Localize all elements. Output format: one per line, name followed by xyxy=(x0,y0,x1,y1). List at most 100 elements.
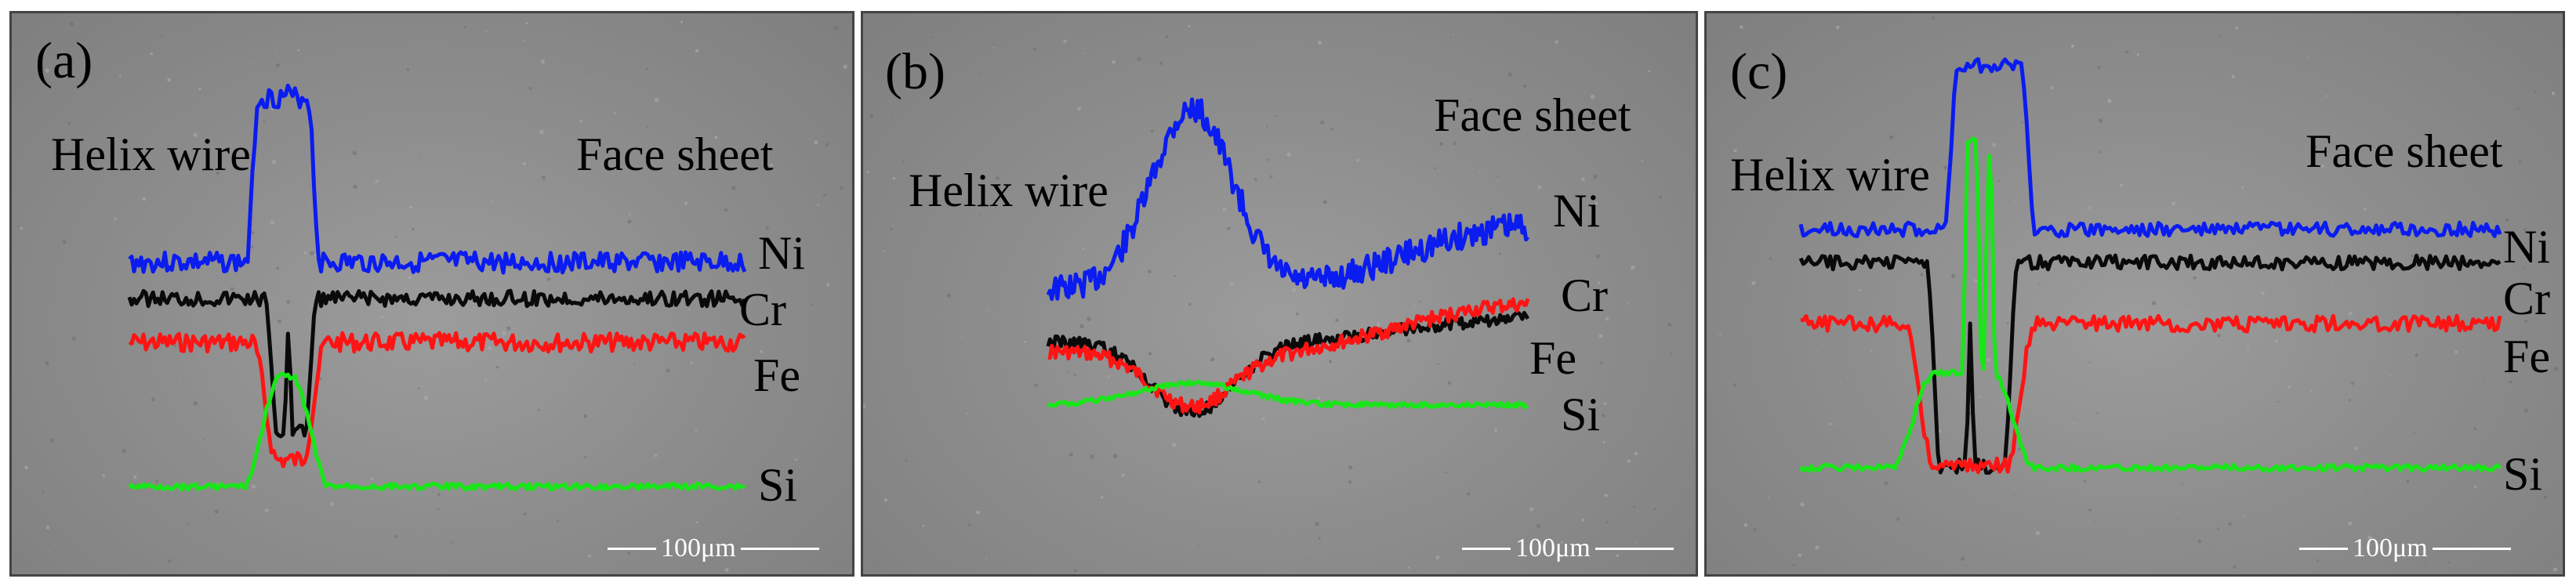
texture-speck xyxy=(2351,382,2355,385)
texture-speck xyxy=(538,408,540,411)
texture-speck xyxy=(777,482,781,487)
texture-speck xyxy=(2554,367,2559,371)
texture-speck xyxy=(1318,537,1321,540)
texture-speck xyxy=(2176,512,2179,514)
texture-speck xyxy=(1839,382,1841,384)
texture-speck xyxy=(1604,494,1608,497)
texture-speck xyxy=(202,438,205,440)
texture-speck xyxy=(654,454,658,458)
texture-speck xyxy=(1317,396,1320,400)
texture-speck xyxy=(1627,459,1631,463)
texture-speck xyxy=(114,217,117,221)
element-label-si: Si xyxy=(758,459,798,511)
texture-speck xyxy=(2014,494,2015,496)
texture-speck xyxy=(275,52,278,54)
texture-speck xyxy=(891,114,893,117)
texture-speck xyxy=(492,199,494,202)
texture-speck xyxy=(1073,569,1077,573)
texture-speck xyxy=(1303,557,1305,559)
texture-speck xyxy=(1602,440,1606,444)
texture-speck xyxy=(1768,497,1770,499)
texture-speck xyxy=(193,401,198,406)
texture-speck xyxy=(1631,265,1635,270)
texture-speck xyxy=(2415,353,2418,357)
texture-speck xyxy=(2124,50,2128,54)
texture-speck xyxy=(542,175,546,180)
texture-speck xyxy=(525,22,528,25)
texture-speck xyxy=(2530,479,2533,483)
texture-speck xyxy=(1597,281,1601,284)
texture-speck xyxy=(1079,324,1084,328)
texture-speck xyxy=(680,190,682,192)
texture-speck xyxy=(627,551,630,555)
texture-speck xyxy=(1888,383,1890,385)
texture-speck xyxy=(1433,167,1436,170)
texture-speck xyxy=(2310,390,2313,392)
texture-speck xyxy=(179,381,181,383)
texture-speck xyxy=(67,121,71,125)
texture-speck xyxy=(621,201,622,204)
texture-speck xyxy=(1258,480,1261,483)
line-scan-plot-a xyxy=(16,17,849,572)
texture-speck xyxy=(1743,523,1748,527)
texture-speck xyxy=(2088,361,2091,364)
texture-speck xyxy=(1648,70,1650,73)
texture-speck xyxy=(1275,115,1278,118)
texture-speck xyxy=(187,523,190,526)
texture-speck xyxy=(892,176,896,180)
texture-speck xyxy=(1800,502,1805,507)
texture-speck xyxy=(1997,179,2001,183)
scale-bar-label: 100μm xyxy=(661,534,736,562)
texture-speck xyxy=(1222,207,1226,212)
texture-speck xyxy=(160,35,162,38)
texture-speck xyxy=(587,71,589,74)
texture-speck xyxy=(2218,34,2221,37)
texture-speck xyxy=(1148,352,1152,356)
cr-trace xyxy=(127,288,747,439)
texture-speck xyxy=(484,378,488,382)
texture-speck xyxy=(45,526,50,530)
texture-speck xyxy=(2277,400,2279,403)
texture-speck xyxy=(629,213,631,216)
helix-wire-label: Helix wire xyxy=(51,128,251,180)
texture-speck xyxy=(1087,317,1091,321)
texture-speck xyxy=(271,160,277,165)
texture-speck xyxy=(2367,535,2372,540)
texture-speck xyxy=(2473,164,2475,167)
texture-speck xyxy=(2217,527,2219,530)
panel-label: (a) xyxy=(35,32,93,89)
texture-speck xyxy=(1819,180,1823,185)
texture-speck xyxy=(250,245,254,249)
texture-speck xyxy=(2151,301,2157,306)
texture-speck xyxy=(2249,196,2251,198)
texture-speck xyxy=(1634,451,1638,456)
texture-speck xyxy=(1453,34,1454,36)
texture-speck xyxy=(275,63,280,67)
texture-speck xyxy=(1435,555,1440,559)
texture-speck xyxy=(151,397,155,402)
texture-speck xyxy=(251,484,256,489)
texture-speck xyxy=(1150,129,1154,133)
texture-speck xyxy=(541,60,545,64)
texture-speck xyxy=(16,63,18,65)
texture-speck xyxy=(1266,125,1268,128)
texture-speck xyxy=(883,250,885,252)
texture-speck xyxy=(2551,91,2556,96)
texture-speck xyxy=(1616,554,1620,558)
texture-speck xyxy=(2181,483,2183,485)
texture-speck xyxy=(310,251,314,255)
texture-speck xyxy=(485,31,488,33)
texture-speck xyxy=(2240,186,2244,189)
texture-speck xyxy=(2505,218,2509,222)
texture-speck xyxy=(2097,65,2101,70)
texture-speck xyxy=(644,365,647,367)
texture-speck xyxy=(1805,228,1807,230)
texture-speck xyxy=(417,387,420,390)
texture-speck xyxy=(1733,149,1737,153)
texture-speck xyxy=(817,204,820,207)
texture-speck xyxy=(183,294,185,296)
texture-speck xyxy=(666,368,670,373)
texture-speck xyxy=(2119,183,2123,187)
texture-speck xyxy=(2307,56,2309,59)
texture-speck xyxy=(62,240,67,244)
